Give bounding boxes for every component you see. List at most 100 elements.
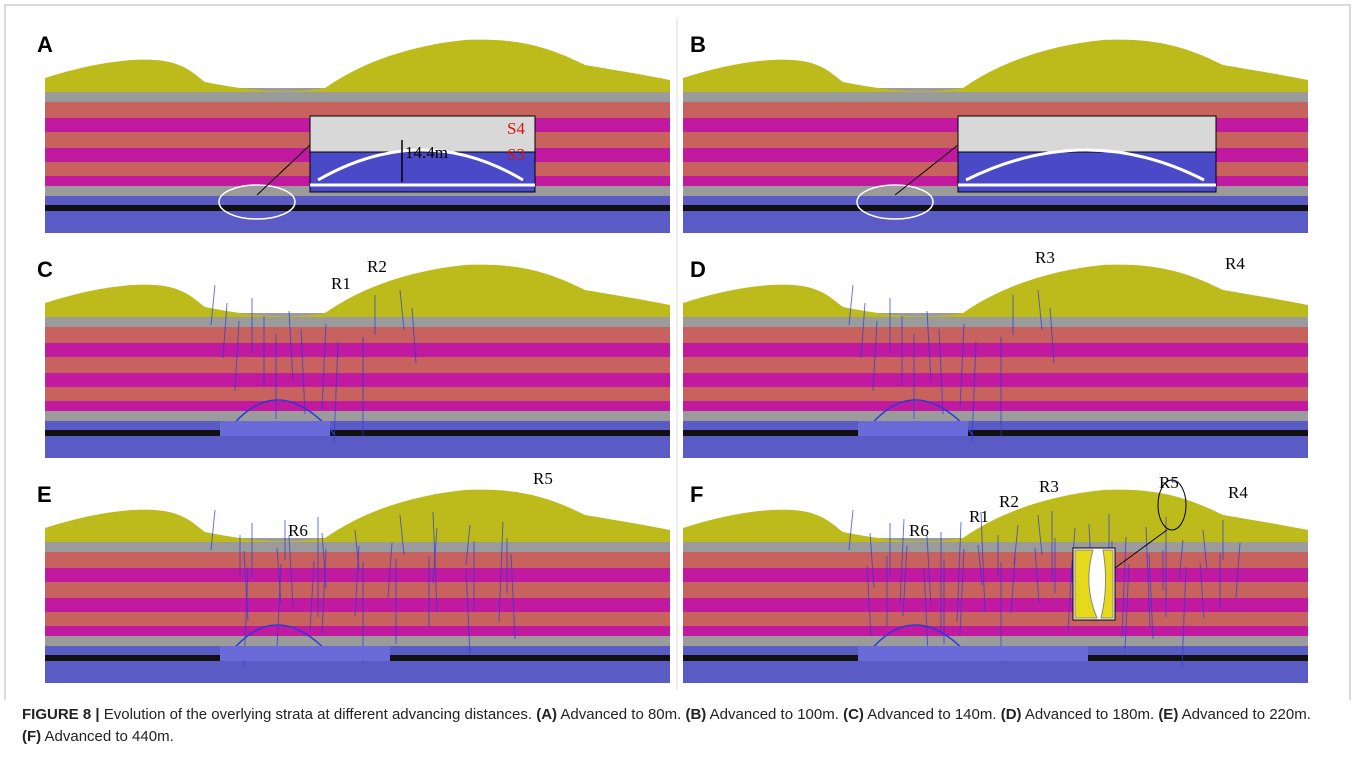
goaf [220,421,330,436]
fracture [300,328,306,415]
fracture [210,284,216,326]
panel: F R6 R1 R2 R3 R5 R4 [683,473,1308,683]
caption-text: Advanced to 220m. [1181,706,1311,723]
fracture [980,511,986,613]
stratum [45,436,670,458]
fracture [869,532,875,589]
stratum [683,102,1308,118]
stratum [683,211,1308,233]
stratum [683,343,1308,357]
fracture [354,545,360,617]
fracture [1067,560,1073,632]
caption-text: Evolution of the overlying strata at dif… [103,706,533,723]
fracture [432,511,438,613]
fracture [959,548,965,635]
zoom-arrow [1114,529,1168,569]
stratum [683,205,1308,211]
stratum [45,387,670,401]
fracture [899,518,905,605]
stratum [45,421,670,430]
fracture [498,521,504,623]
stratum [683,626,1308,636]
figure: A 14.4m S4 S3 B C R1 R2 D R3 R4 E R6 R5 F R6 R1 R2 R3 R5 R4 [4,4,1351,700]
fracture [210,509,216,551]
stratum [45,598,670,612]
annotation: R1 [969,507,989,526]
goaf [220,646,390,661]
stratum [45,636,670,646]
fracture [1049,307,1055,364]
fracture [1034,547,1040,604]
stratum [45,626,670,636]
inset-fracture [310,148,535,187]
annotation: R5 [533,469,553,488]
stratum [45,343,670,357]
caption-text: Advanced to 180m. [1024,706,1155,723]
stratum [683,421,1308,430]
fracture [1124,563,1130,650]
zoom-mark [856,184,934,220]
fracture [465,524,471,566]
panel-label: A [37,32,53,57]
caption-tag: FIGURE 8 | [22,706,100,723]
frame [4,4,1351,700]
fracture [510,553,516,640]
caption-text: Advanced to 140m. [867,706,997,723]
fracture [1121,536,1127,638]
fracture [977,544,983,586]
caption-tag: (A) [536,706,558,723]
zoom-arrow [894,144,959,196]
zoom-mark [1157,479,1187,531]
stratum [683,196,1308,205]
fracture [411,307,417,364]
fracture [1037,289,1043,331]
panel-label: F [690,482,703,507]
fracture [399,514,405,556]
fracture [956,521,962,623]
caption-tag: (D) [1000,706,1022,723]
caption-text: Advanced to 440m. [44,728,174,745]
fracture [1178,539,1184,581]
panel: C R1 R2 [37,257,670,458]
inset-top [957,115,1217,153]
fracture [288,535,294,607]
caption-tag: (B) [685,706,707,723]
annotation: R2 [367,257,387,276]
fracture [399,289,405,331]
fracture [387,542,393,599]
caption-text: Advanced to 80m. [560,706,682,723]
panel: B [683,32,1308,233]
fracture [926,535,932,607]
panel-label: D [690,257,706,282]
stratum [683,661,1308,683]
surface-layer [683,489,1308,542]
stratum [45,401,670,411]
panel-label: E [37,482,52,507]
inset-top [309,115,536,153]
annotation: R6 [288,521,308,540]
fracture [1202,529,1208,571]
stratum [45,102,670,118]
stratum [45,327,670,343]
stratum [45,612,670,626]
fracture [926,310,932,382]
inset-fracture [958,148,1216,187]
stratum [45,411,670,421]
fracture [234,320,240,392]
panel-label: C [37,257,53,282]
fracture [321,323,327,410]
caption-tag: (E) [1158,706,1179,723]
stratum [45,373,670,387]
fracture [1037,514,1043,556]
caption-text: Advanced to 100m. [709,706,839,723]
fracture [1010,557,1016,614]
stratum [683,373,1308,387]
caption-tag: (F) [22,728,42,745]
stratum [683,552,1308,568]
annotation: R5 [1159,473,1179,492]
fracture [288,310,294,382]
fracture [923,568,929,655]
stratum [683,582,1308,598]
fracture [959,323,965,410]
